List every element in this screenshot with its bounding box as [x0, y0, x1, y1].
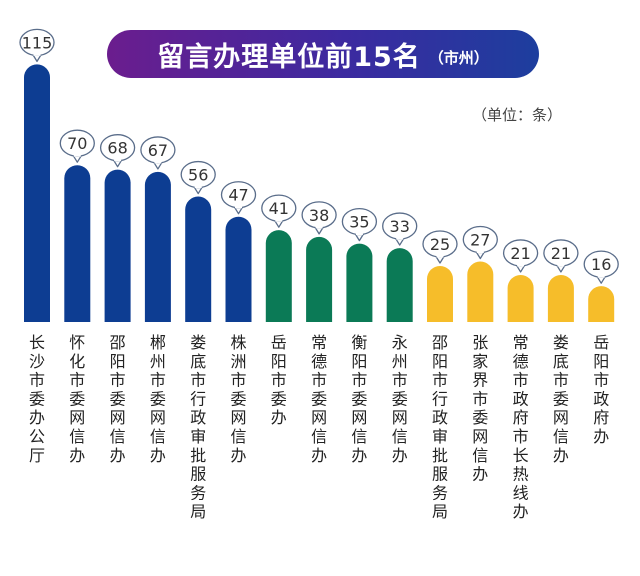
data-label: 47: [228, 186, 248, 205]
value-bubble-tail: [233, 206, 244, 215]
chart-title: 留言办理单位前15名 （市州）: [107, 30, 539, 78]
data-label: 35: [349, 213, 369, 232]
value-bubble-tail: [113, 159, 123, 168]
category-label: 岳阳市委办: [271, 333, 287, 427]
value-bubble-joint: [73, 153, 81, 157]
bar: [265, 230, 292, 322]
data-label: 38: [309, 206, 329, 225]
value-bubble-joint: [517, 263, 525, 267]
category-label: 邵阳市委网信办: [110, 333, 126, 465]
bar: [185, 196, 212, 322]
category-label: 娄底市行政审批服务局: [190, 333, 206, 521]
value-bubble-joint: [275, 218, 283, 222]
value-bubble-tail: [354, 233, 364, 242]
unit-label: （单位：条）: [472, 106, 563, 124]
data-label: 68: [107, 139, 127, 158]
chart-title-suffix: （市州）: [428, 48, 489, 67]
value-bubble-tail: [435, 256, 445, 264]
data-label: 16: [591, 255, 611, 274]
value-bubble-tail: [72, 155, 82, 163]
category-label: 娄底市委网信办: [553, 333, 569, 465]
value-bubble-joint: [315, 225, 323, 229]
bar: [547, 274, 574, 322]
value-bubble-tail: [516, 265, 526, 273]
data-label: 21: [551, 244, 571, 263]
value-bubble-joint: [154, 160, 162, 164]
value-bubble-tail: [556, 265, 566, 273]
data-label: 21: [510, 244, 530, 263]
value-bubble-joint: [355, 232, 363, 236]
data-label: 33: [390, 217, 410, 236]
value-bubble-tail: [193, 186, 203, 195]
data-label: 115: [22, 33, 53, 52]
data-label: 25: [430, 235, 450, 254]
value-bubble-tail: [596, 276, 606, 284]
value-bubble-tail: [274, 220, 284, 228]
value-bubble-joint: [396, 236, 404, 240]
category-label: 张家界市委网信办: [472, 333, 488, 484]
bar: [225, 216, 252, 322]
category-label: 永州市委网信办: [392, 333, 408, 465]
chart-title-text: 留言办理单位前15名: [157, 41, 421, 73]
category-label: 长沙市委办公厅: [29, 333, 45, 465]
data-label: 41: [269, 199, 289, 218]
category-label: 怀化市委网信办: [69, 333, 85, 465]
category-label: 衡阳市委网信办: [351, 333, 367, 465]
bar: [386, 248, 413, 322]
data-label: 70: [67, 134, 87, 153]
value-bubble-joint: [194, 185, 202, 189]
value-bubble-joint: [597, 274, 605, 278]
value-bubble-joint: [235, 205, 242, 209]
value-bubble-joint: [557, 263, 565, 267]
bar: [144, 171, 171, 322]
value-bubble-joint: [114, 158, 122, 162]
value-bubble-tail: [475, 251, 485, 260]
bar: [104, 169, 131, 322]
bar: [306, 236, 333, 322]
value-bubble-joint: [436, 254, 444, 258]
bar: [427, 266, 453, 322]
value-bubble-joint: [33, 52, 41, 56]
category-label: 岳阳市政府办: [593, 333, 609, 446]
data-label: 56: [188, 166, 208, 185]
category-label: 郴州市委网信办: [150, 333, 166, 465]
bar: [507, 274, 534, 322]
data-label: 67: [148, 141, 168, 160]
value-bubble-tail: [314, 227, 324, 235]
value-bubble-tail: [32, 54, 42, 63]
data-label: 27: [470, 231, 490, 250]
bar: [588, 286, 615, 322]
value-bubble-tail: [395, 238, 405, 246]
category-label: 常德市委网信办: [311, 333, 327, 465]
category-label: 邵阳市行政审批服务局: [432, 333, 448, 521]
category-label: 株洲市委网信办: [230, 333, 246, 465]
bar: [467, 261, 494, 322]
value-bubble-joint: [476, 250, 484, 254]
value-bubble-tail: [153, 162, 163, 170]
bar: [64, 165, 91, 322]
category-label: 常德市政府市长热线办: [513, 333, 529, 521]
bar: [346, 243, 373, 322]
bar: [24, 64, 50, 323]
